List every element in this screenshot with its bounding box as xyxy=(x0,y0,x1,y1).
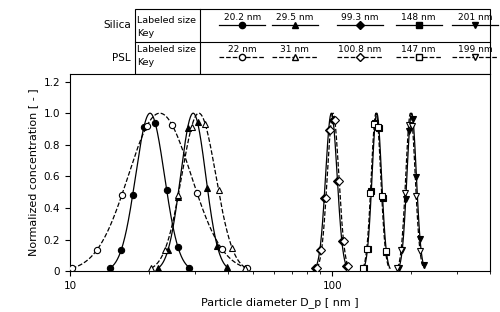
Text: Silica: Silica xyxy=(103,20,131,31)
Text: 22 nm: 22 nm xyxy=(228,45,256,54)
Text: Labeled size: Labeled size xyxy=(137,45,196,54)
Text: 201 nm: 201 nm xyxy=(458,12,492,22)
Text: 148 nm: 148 nm xyxy=(402,12,436,22)
Text: PSL: PSL xyxy=(112,53,131,63)
Text: 100.8 nm: 100.8 nm xyxy=(338,45,382,54)
FancyBboxPatch shape xyxy=(135,9,490,74)
Text: 99.3 nm: 99.3 nm xyxy=(341,12,378,22)
Text: Labeled size: Labeled size xyxy=(137,17,196,26)
Text: Key: Key xyxy=(137,58,154,66)
Y-axis label: Normalized concentration [ - ]: Normalized concentration [ - ] xyxy=(28,89,38,256)
Text: 147 nm: 147 nm xyxy=(402,45,436,54)
Text: 31 nm: 31 nm xyxy=(280,45,309,54)
Text: 199 nm: 199 nm xyxy=(458,45,492,54)
Text: Key: Key xyxy=(137,29,154,38)
Text: 20.2 nm: 20.2 nm xyxy=(224,12,261,22)
X-axis label: Particle diameter D_p [ nm ]: Particle diameter D_p [ nm ] xyxy=(201,297,359,308)
Text: 29.5 nm: 29.5 nm xyxy=(276,12,314,22)
